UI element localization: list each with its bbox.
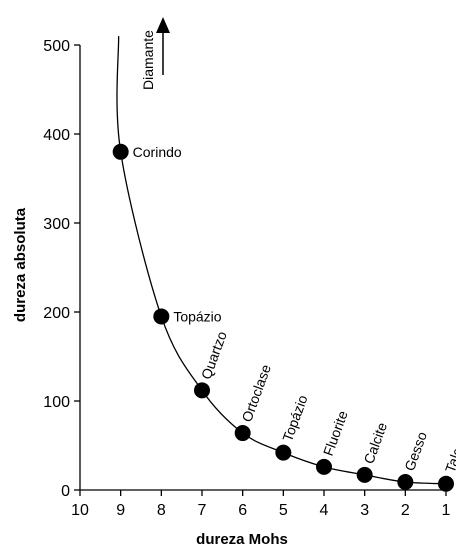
hardness-curve (116, 36, 447, 485)
y-tick-label: 200 (43, 305, 70, 322)
y-tick-label: 0 (61, 483, 70, 500)
point-label: Talco (442, 438, 456, 474)
data-point (356, 466, 373, 483)
point-label: Gesso (401, 429, 430, 473)
diamante-label: Diamante (140, 30, 156, 90)
point-label: Corindo (133, 144, 182, 160)
data-point (234, 425, 251, 442)
data-point (397, 473, 414, 490)
x-tick-label: 5 (279, 502, 288, 519)
diamante-arrow-head (156, 17, 170, 33)
y-tick-label: 500 (43, 38, 70, 55)
point-label: Topázio (173, 308, 221, 324)
data-point (316, 458, 332, 475)
data-point (194, 382, 210, 399)
y-tick-label: 400 (43, 127, 70, 144)
data-point (275, 444, 292, 461)
x-tick-label: 8 (157, 502, 166, 519)
point-label: Fluorite (320, 408, 351, 458)
data-point (438, 475, 454, 492)
y-tick-label: 100 (43, 394, 70, 411)
y-tick-label: 300 (43, 216, 70, 233)
curve-group (116, 36, 447, 485)
x-tick-label: 1 (442, 502, 451, 519)
axes: 0 100 200 300 400 500 10 9 8 7 6 5 4 3 2 1 (43, 38, 450, 519)
x-axis-title: dureza Mohs (196, 531, 288, 547)
points-group (112, 143, 454, 492)
x-tick-label: 3 (360, 502, 369, 519)
point-label: Calcite (360, 420, 390, 466)
x-tick-label: 10 (71, 502, 89, 519)
data-point (153, 308, 170, 325)
x-tick-label: 6 (238, 502, 247, 519)
data-point (112, 143, 129, 160)
x-tick-label: 7 (198, 502, 207, 519)
point-label: Topázio (279, 393, 311, 444)
diamante-annotation: Diamante (140, 17, 170, 90)
x-tick-label: 9 (116, 502, 125, 519)
x-tick-label: 4 (320, 502, 329, 519)
point-label: Ortoclase (238, 362, 274, 424)
x-tick-label: 2 (401, 502, 410, 519)
point-label: Quartzo (198, 329, 230, 381)
y-axis-title: dureza absoluta (12, 207, 29, 322)
